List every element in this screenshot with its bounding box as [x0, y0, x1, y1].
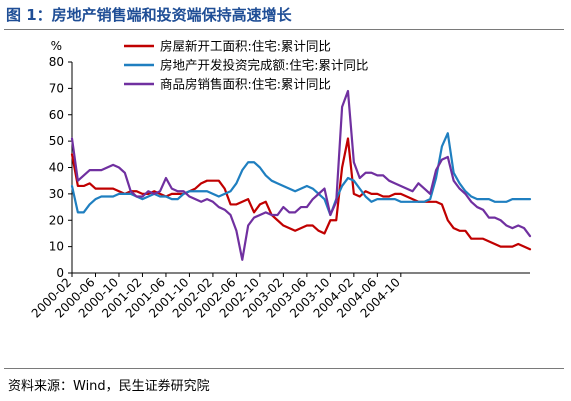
chart-legend: 房屋新开工面积:住宅:累计同比房地产开发投资完成额:住宅:累计同比商品房销售面积… [124, 39, 368, 92]
series-line-3 [70, 89, 532, 261]
title-divider [4, 29, 564, 30]
source-note: 资料来源：Wind，民生证券研究院 [8, 379, 210, 394]
series-line-2 [70, 132, 532, 217]
y-tick-label: 30 [49, 187, 64, 201]
y-tick-label: 40 [49, 161, 64, 175]
chart-lines [70, 89, 532, 261]
y-tick-label: 70 [49, 81, 64, 95]
footer-divider [4, 368, 564, 369]
series-line-1 [70, 137, 532, 251]
legend-label-1: 房屋新开工面积:住宅:累计同比 [160, 39, 331, 54]
y-tick-label: 50 [49, 134, 64, 148]
y-tick-label: 60 [49, 108, 64, 122]
y-axis-unit: % [51, 39, 62, 53]
y-tick-label: 20 [49, 213, 64, 227]
figure-title: 图 1：房地产销售端和投资端保持高速增长 [6, 6, 292, 24]
legend-label-2: 房地产开发投资完成额:住宅:累计同比 [160, 58, 368, 73]
legend-label-3: 商品房销售面积:住宅:累计同比 [160, 77, 331, 92]
y-tick-label: 80 [49, 55, 64, 69]
y-tick-label: 0 [56, 266, 64, 280]
y-tick-label: 10 [49, 240, 64, 254]
